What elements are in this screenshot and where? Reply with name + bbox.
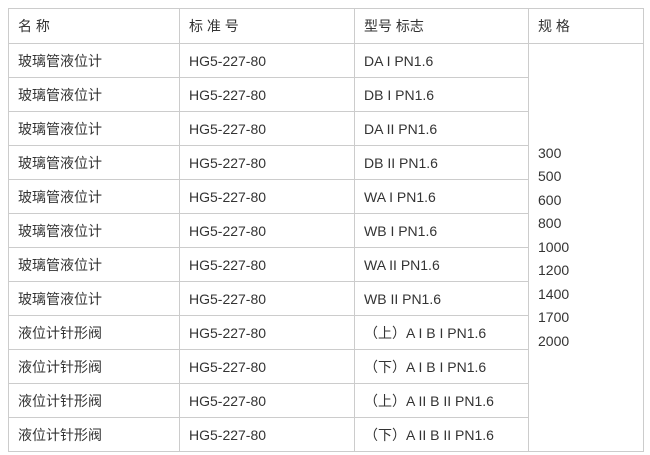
cell-name: 玻璃管液位计 <box>8 179 180 214</box>
cell-name: 玻璃管液位计 <box>8 247 180 282</box>
cell-model: WA I PN1.6 <box>354 179 529 214</box>
cell-model: （下）A I B I PN1.6 <box>354 349 529 384</box>
cell-standard: HG5-227-80 <box>179 145 355 180</box>
cell-standard: HG5-227-80 <box>179 111 355 146</box>
cell-standard: HG5-227-80 <box>179 247 355 282</box>
cell-specifications: 300 500 600 800 1000 1200 1400 1700 2000 <box>528 43 644 452</box>
spec-value: 1200 <box>538 262 570 279</box>
table-row: 玻璃管液位计 HG5-227-80 WB II PN1.6 <box>8 281 644 316</box>
cell-model: （上）A I B I PN1.6 <box>354 315 529 350</box>
cell-standard: HG5-227-80 <box>179 315 355 350</box>
spec-value: 800 <box>538 215 562 232</box>
spec-value: 1700 <box>538 309 570 326</box>
table-row: 液位计针形阀 HG5-227-80 （下）A II B II PN1.6 <box>8 417 644 452</box>
table-row: 玻璃管液位计 HG5-227-80 WA I PN1.6 <box>8 179 644 214</box>
spec-value: 2000 <box>538 332 570 349</box>
spec-value: 600 <box>538 191 562 208</box>
cell-model: （上）A II B II PN1.6 <box>354 383 529 418</box>
table-row: 玻璃管液位计 HG5-227-80 WA II PN1.6 <box>8 247 644 282</box>
cell-model: DB I PN1.6 <box>354 77 529 112</box>
cell-standard: HG5-227-80 <box>179 383 355 418</box>
cell-name: 玻璃管液位计 <box>8 111 180 146</box>
cell-model: DA I PN1.6 <box>354 43 529 78</box>
cell-name: 液位计针形阀 <box>8 315 180 350</box>
cell-name: 液位计针形阀 <box>8 383 180 418</box>
cell-standard: HG5-227-80 <box>179 417 355 452</box>
cell-standard: HG5-227-80 <box>179 213 355 248</box>
header-model-mark: 型号 标志 <box>354 8 529 44</box>
table-row: 玻璃管液位计 HG5-227-80 DB I PN1.6 <box>8 77 644 112</box>
cell-model: WA II PN1.6 <box>354 247 529 282</box>
spec-value: 1000 <box>538 238 570 255</box>
cell-name: 液位计针形阀 <box>8 349 180 384</box>
cell-standard: HG5-227-80 <box>179 349 355 384</box>
header-name: 名 称 <box>8 8 180 44</box>
cell-standard: HG5-227-80 <box>179 281 355 316</box>
cell-model: WB II PN1.6 <box>354 281 529 316</box>
cell-model: WB I PN1.6 <box>354 213 529 248</box>
cell-name: 液位计针形阀 <box>8 417 180 452</box>
cell-standard: HG5-227-80 <box>179 77 355 112</box>
table-row: 玻璃管液位计 HG5-227-80 DB II PN1.6 <box>8 145 644 180</box>
header-specification: 规 格 <box>528 8 644 44</box>
product-spec-table: 名 称 标 准 号 型号 标志 规 格 玻璃管液位计 HG5-227-80 DA… <box>8 8 644 452</box>
cell-name: 玻璃管液位计 <box>8 281 180 316</box>
cell-name: 玻璃管液位计 <box>8 145 180 180</box>
table-row: 液位计针形阀 HG5-227-80 （上）A II B II PN1.6 <box>8 383 644 418</box>
table-row: 玻璃管液位计 HG5-227-80 DA I PN1.6 300 500 600… <box>8 43 644 452</box>
cell-name: 玻璃管液位计 <box>8 43 180 78</box>
cell-name: 玻璃管液位计 <box>8 213 180 248</box>
spec-value: 1400 <box>538 285 570 302</box>
table-row: 玻璃管液位计 HG5-227-80 DA II PN1.6 <box>8 111 644 146</box>
table-row: 玻璃管液位计 HG5-227-80 WB I PN1.6 <box>8 213 644 248</box>
table-header-row: 名 称 标 准 号 型号 标志 规 格 <box>8 8 644 44</box>
header-standard-number: 标 准 号 <box>179 8 355 44</box>
table-row: 液位计针形阀 HG5-227-80 （上）A I B I PN1.6 <box>8 315 644 350</box>
cell-name: 玻璃管液位计 <box>8 77 180 112</box>
cell-model: DB II PN1.6 <box>354 145 529 180</box>
spec-value: 500 <box>538 168 562 185</box>
cell-model: DA II PN1.6 <box>354 111 529 146</box>
cell-model: （下）A II B II PN1.6 <box>354 417 529 452</box>
spec-value: 300 <box>538 144 562 161</box>
table-row: 液位计针形阀 HG5-227-80 （下）A I B I PN1.6 <box>8 349 644 384</box>
cell-standard: HG5-227-80 <box>179 43 355 78</box>
cell-standard: HG5-227-80 <box>179 179 355 214</box>
